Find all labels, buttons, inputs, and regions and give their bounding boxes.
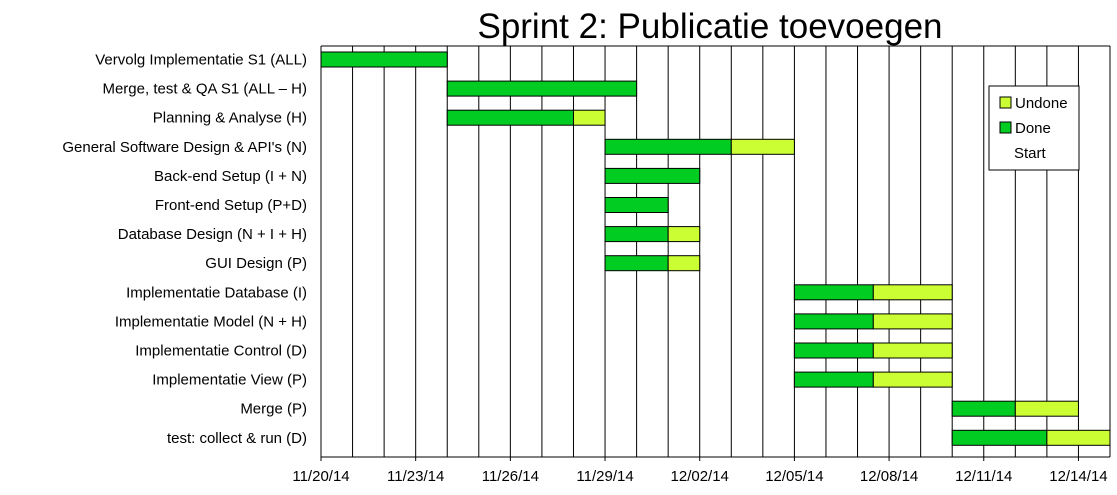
x-tick-label: 12/02/14 [671,468,729,485]
task-label: Database Design (N + I + H) [118,226,307,243]
undone-bar [872,371,953,388]
undone-bar [872,284,953,301]
task-label: Back-end Setup (I + N) [154,168,307,185]
legend-label-done: Done [1015,120,1051,137]
legend-label-start: Start [1014,145,1047,162]
task-label: Front-end Setup (P+D) [155,197,307,214]
undone-bar [1046,429,1111,446]
x-tick-label: 11/23/14 [387,468,444,485]
task-label: Merge (P) [240,401,307,418]
task-label: Planning & Analyse (H) [153,110,307,127]
done-bar [446,109,574,126]
done-bar [793,284,874,301]
undone-bar [1014,400,1079,417]
done-bar [320,51,448,68]
done-bar [604,197,669,213]
task-label: Implementatie Control (D) [135,343,307,360]
task-label: GUI Design (P) [205,255,307,272]
x-tick-label: 11/20/14 [292,468,349,485]
done-bar [446,80,638,97]
task-label: Implementatie View (P) [152,372,307,389]
x-tick-label: 11/29/14 [576,468,633,485]
undone-bar [872,342,953,359]
task-label: Implementatie Model (N + H) [115,313,307,330]
undone-bar [667,255,701,272]
done-bar [604,226,669,243]
bars-layer [320,51,1111,446]
task-label: General Software Design & API's (N) [62,139,307,156]
legend-swatch-done [999,121,1012,134]
done-bar [793,342,874,359]
task-label: Merge, test & QA S1 (ALL – H) [102,81,307,98]
done-bar [604,255,669,272]
legend: Undone Done Start [988,85,1080,171]
x-tick-label: 12/08/14 [860,468,918,485]
task-label: Vervolg Implementatie S1 (ALL) [95,52,307,69]
legend-swatch-undone [999,96,1012,109]
x-tick-label: 12/05/14 [765,468,823,485]
task-label: Implementatie Database (I) [126,284,307,301]
done-bar [793,371,874,388]
legend-label-undone: Undone [1015,95,1068,112]
done-bar [604,167,701,184]
undone-bar [872,313,953,330]
task-label: test: collect & run (D) [167,430,307,447]
undone-bar [667,226,701,243]
chart-title: Sprint 2: Publicatie toevoegen [477,7,942,46]
done-bar [951,400,1016,417]
done-bar [604,138,732,155]
undone-bar [730,138,795,155]
done-bar [951,429,1048,446]
done-bar [793,313,874,330]
x-tick-labels: 11/20/14 11/23/14 11/26/14 11/29/14 12/02/14… [292,457,1108,485]
x-tick-label: 12/11/14 [955,468,1012,485]
x-tick-label: 11/26/14 [482,468,539,485]
task-labels: Vervolg Implementatie S1 (ALL) Merge, tes… [62,52,307,447]
undone-bar [572,109,606,126]
x-tick-label: 12/14/14 [1049,468,1107,485]
